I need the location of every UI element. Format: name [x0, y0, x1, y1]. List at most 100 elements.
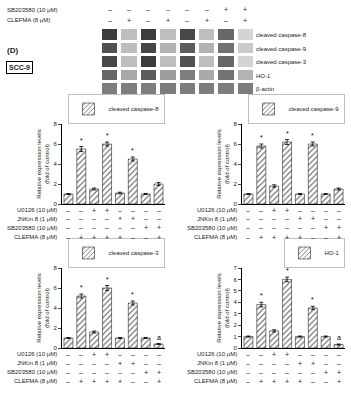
svg-text:U0126 (10 μM): U0126 (10 μM) — [17, 351, 57, 357]
svg-text:–: – — [66, 234, 70, 241]
svg-text:+: + — [298, 234, 302, 241]
svg-text:U0126 (10 μM): U0126 (10 μM) — [197, 351, 237, 357]
svg-text:4: 4 — [53, 305, 57, 311]
svg-text:+: + — [285, 378, 289, 385]
svg-text:–: – — [66, 215, 70, 222]
svg-text:+: + — [205, 17, 209, 24]
svg-text:–: – — [131, 234, 135, 241]
svg-text:–: – — [272, 215, 276, 222]
svg-text:–: – — [324, 207, 328, 214]
svg-text:5: 5 — [233, 288, 237, 294]
svg-text:–: – — [108, 17, 112, 24]
svg-text:8: 8 — [53, 121, 57, 127]
svg-text:–: – — [144, 378, 148, 385]
svg-text:+: + — [311, 215, 315, 222]
svg-text:–: – — [246, 224, 250, 231]
svg-text:–: – — [66, 360, 70, 367]
svg-text:JNKin 8 (1 μM): JNKin 8 (1 μM) — [17, 216, 57, 222]
svg-text:cleaved caspase-3: cleaved caspase-3 — [256, 59, 307, 65]
svg-text:–: – — [285, 224, 289, 231]
svg-text:+: + — [243, 6, 247, 13]
svg-text:–: – — [118, 351, 122, 358]
svg-text:–: – — [105, 369, 109, 376]
svg-text:+: + — [105, 207, 109, 214]
svg-text:*: * — [286, 267, 289, 274]
svg-text:+: + — [157, 234, 161, 241]
svg-text:Relative expression levels(fol: Relative expression levels(fold of contr… — [216, 273, 230, 342]
svg-text:–: – — [324, 215, 328, 222]
svg-text:0: 0 — [53, 201, 57, 207]
svg-text:–: – — [324, 378, 328, 385]
svg-text:cleaved caspase-3: cleaved caspase-3 — [109, 250, 160, 256]
svg-text:–: – — [79, 215, 83, 222]
svg-text:+: + — [118, 234, 122, 241]
svg-text:SCC-9: SCC-9 — [9, 64, 30, 71]
svg-text:–: – — [79, 351, 83, 358]
svg-text:–: – — [144, 207, 148, 214]
svg-text:+: + — [118, 378, 122, 385]
svg-text:+: + — [272, 351, 276, 358]
svg-text:4: 4 — [233, 161, 237, 167]
svg-text:+: + — [144, 369, 148, 376]
svg-text:+: + — [118, 215, 122, 222]
svg-text:–: – — [259, 360, 263, 367]
svg-text:+: + — [105, 378, 109, 385]
svg-text:+: + — [105, 234, 109, 241]
svg-text:CLEFMA (8 μM): CLEFMA (8 μM) — [14, 378, 57, 384]
svg-text:–: – — [185, 6, 189, 13]
svg-text:–: – — [298, 351, 302, 358]
svg-text:+: + — [337, 369, 341, 376]
svg-text:–: – — [144, 360, 148, 367]
svg-text:+: + — [337, 378, 341, 385]
svg-text:+: + — [79, 378, 83, 385]
svg-text:–: – — [246, 351, 250, 358]
svg-text:–: – — [66, 378, 70, 385]
svg-text:4: 4 — [53, 161, 57, 167]
svg-text:8: 8 — [53, 265, 57, 271]
svg-text:–: – — [144, 215, 148, 222]
svg-text:4: 4 — [233, 299, 237, 305]
svg-text:3: 3 — [233, 311, 237, 317]
svg-text:HO-1: HO-1 — [256, 73, 271, 79]
svg-text:–: – — [324, 351, 328, 358]
svg-text:CLEFMA (8 μM): CLEFMA (8 μM) — [7, 17, 50, 23]
svg-text:(D): (D) — [7, 46, 18, 55]
svg-text:*: * — [131, 147, 134, 154]
svg-text:+: + — [324, 224, 328, 231]
svg-text:CLEFMA (8 μM): CLEFMA (8 μM) — [14, 234, 57, 240]
svg-text:U0126 (10 μM): U0126 (10 μM) — [17, 207, 57, 213]
svg-text:–: – — [259, 215, 263, 222]
svg-text:0: 0 — [53, 345, 57, 351]
svg-text:6: 6 — [53, 141, 57, 147]
svg-text:–: – — [79, 207, 83, 214]
svg-text:SB203580 (10 μM): SB203580 (10 μM) — [187, 369, 237, 375]
svg-text:–: – — [157, 207, 161, 214]
svg-text:*: * — [286, 130, 289, 137]
svg-text:–: – — [157, 351, 161, 358]
svg-text:*: * — [311, 132, 314, 139]
svg-text:SB203580 (10 μM): SB203580 (10 μM) — [187, 225, 237, 231]
svg-text:U0126 (10 μM): U0126 (10 μM) — [197, 207, 237, 213]
svg-text:Relative expression levels(fol: Relative expression levels(fold of contr… — [216, 129, 230, 198]
svg-text:+: + — [166, 17, 170, 24]
svg-text:–: – — [311, 224, 315, 231]
svg-text:–: – — [285, 215, 289, 222]
svg-text:–: – — [324, 234, 328, 241]
svg-text:–: – — [131, 369, 135, 376]
svg-text:–: – — [224, 17, 228, 24]
svg-text:–: – — [246, 234, 250, 241]
svg-text:+: + — [131, 360, 135, 367]
svg-text:CLEFMA (8 μM): CLEFMA (8 μM) — [194, 234, 237, 240]
svg-text:+: + — [272, 378, 276, 385]
svg-text:–: – — [311, 369, 315, 376]
svg-text:–: – — [105, 360, 109, 367]
svg-text:JNKin 8 (1 μM): JNKin 8 (1 μM) — [197, 360, 237, 366]
svg-text:+: + — [285, 207, 289, 214]
svg-text:2: 2 — [233, 322, 237, 328]
svg-text:cleaved caspase-9: cleaved caspase-9 — [256, 46, 307, 52]
svg-text:+: + — [298, 378, 302, 385]
svg-text:–: – — [118, 207, 122, 214]
svg-text:+: + — [157, 224, 161, 231]
svg-text:–: – — [105, 215, 109, 222]
svg-text:–: – — [79, 224, 83, 231]
